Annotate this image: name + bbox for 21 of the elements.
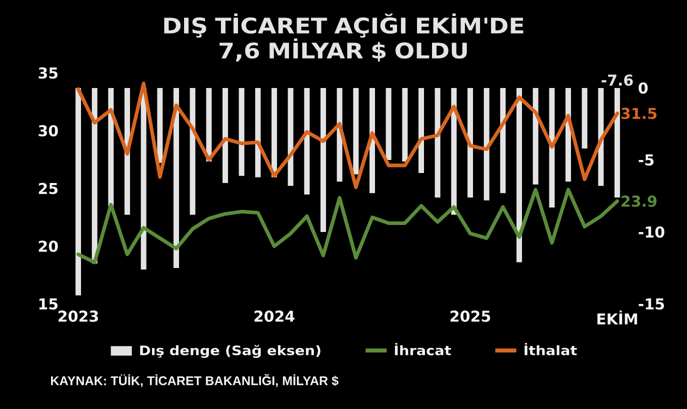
data-label: -7.6 (602, 74, 633, 86)
chart-title: DIŞ TİCARET AÇIĞI EKİM'DE 7,6 MİLYAR $ OLDU (164, 13, 524, 62)
data-label: 31.5 (621, 108, 656, 120)
x-tick-label: 2023 (58, 310, 98, 322)
legend-label: Dış denge (Sağ eksen) (140, 344, 320, 358)
legend-label: İhracat (394, 343, 451, 356)
y-tick-label: 35 (38, 67, 58, 79)
x-tick-label: 2025 (450, 310, 490, 322)
y-tick-label: 25 (38, 182, 58, 194)
y-tick-label: 15 (39, 298, 58, 310)
x-tick-label: EKİM (597, 310, 638, 324)
legend-label: İthalat (524, 343, 577, 356)
y2-tick-label: -5 (638, 154, 654, 166)
y2-tick-label: 0 (638, 82, 648, 94)
data-label: 23.9 (622, 196, 657, 207)
y-tick-label: 20 (38, 240, 58, 252)
y2-tick-label: -15 (638, 298, 664, 310)
text: KAYNAK: TÜİK, TİCARET BAKANLIĞI, MİLYAR $ (51, 374, 338, 388)
x-tick-label: 2024 (254, 310, 294, 322)
y-tick-label: 30 (38, 125, 58, 136)
y2-tick-label: -10 (638, 226, 664, 238)
